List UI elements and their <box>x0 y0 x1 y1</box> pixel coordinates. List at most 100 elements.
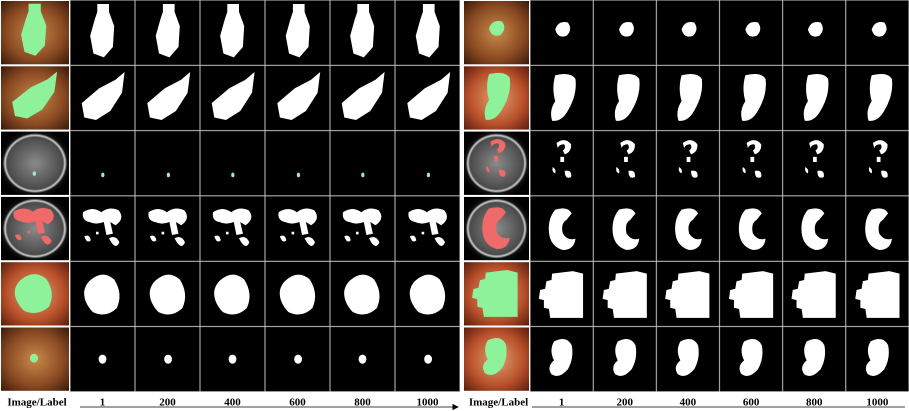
mask-cell <box>531 66 593 130</box>
mask <box>297 173 300 178</box>
mask-cell <box>201 131 265 195</box>
mask-cell <box>71 327 135 391</box>
mask-cell <box>331 262 395 326</box>
mask-cell <box>720 1 782 65</box>
mask-background <box>71 131 135 195</box>
column-header: Image/Label <box>7 397 66 409</box>
mask-cell <box>331 196 395 260</box>
mask <box>99 355 107 364</box>
mask <box>164 355 172 364</box>
mask-cell <box>201 66 265 130</box>
image-cell <box>1 66 69 129</box>
mask-cell <box>396 327 460 391</box>
mask-cell <box>71 262 135 326</box>
mask-cell <box>783 1 845 65</box>
mask-cell <box>657 262 719 326</box>
mask-cell <box>846 262 908 326</box>
column-label: 1 <box>559 397 565 409</box>
mask-background <box>136 196 200 260</box>
mask-cell <box>396 131 460 195</box>
mask-cell <box>720 131 782 195</box>
image-cell <box>464 1 529 64</box>
image-cell <box>1 132 69 195</box>
mask-cell <box>136 131 200 195</box>
mask-cell <box>396 66 460 130</box>
label-overlay <box>30 354 38 363</box>
mask-cell <box>136 196 200 260</box>
mask-cell <box>201 262 265 326</box>
mask <box>361 173 364 178</box>
mask <box>294 355 302 364</box>
mask-cell <box>331 1 395 65</box>
mask-cell <box>846 196 908 260</box>
column-label: 800 <box>806 397 823 409</box>
mask-background <box>396 131 460 195</box>
mask-cell <box>846 327 908 391</box>
mask-cell <box>594 131 656 195</box>
mask-cell <box>136 262 200 326</box>
mask-cell <box>720 262 782 326</box>
mask <box>101 173 104 178</box>
column-label: 400 <box>224 397 241 409</box>
mask-cell <box>531 131 593 195</box>
image-cell <box>1 262 69 325</box>
mask <box>424 355 432 364</box>
figure: Image/Label12004006008001000Image/Label1… <box>0 0 909 411</box>
mask-cell <box>266 1 330 65</box>
mask-cell <box>846 66 908 130</box>
mask-cell <box>720 196 782 260</box>
image-cell <box>1 1 69 64</box>
mask-cell <box>783 131 845 195</box>
mask-cell <box>783 66 845 130</box>
mask-cell <box>594 327 656 391</box>
mask-background <box>396 196 460 260</box>
mask-cell <box>396 1 460 65</box>
mask-cell <box>531 327 593 391</box>
mask-cell <box>594 196 656 260</box>
column-label: 200 <box>617 397 634 409</box>
column-label: 1000 <box>866 397 889 409</box>
mask-cell <box>331 327 395 391</box>
mask <box>229 355 237 364</box>
column-label: 400 <box>680 397 697 409</box>
mask-cell <box>331 131 395 195</box>
mask-cell <box>201 327 265 391</box>
mask-background <box>71 196 135 260</box>
mask-cell <box>71 66 135 130</box>
mask-background <box>266 196 330 260</box>
mask-cell <box>594 262 656 326</box>
mask-cell <box>396 196 460 260</box>
mask-cell <box>657 327 719 391</box>
mask-cell <box>71 1 135 65</box>
mask-background <box>136 131 200 195</box>
mask-cell <box>594 1 656 65</box>
mask-cell <box>846 131 908 195</box>
image-cell <box>464 132 529 195</box>
column-label: 1 <box>100 397 106 409</box>
mask-cell <box>136 1 200 65</box>
mask-cell <box>846 1 908 65</box>
mask-cell <box>783 196 845 260</box>
mask <box>359 355 367 364</box>
mask-cell <box>266 196 330 260</box>
mask-cell <box>531 196 593 260</box>
mask-background <box>331 196 395 260</box>
mask-cell <box>71 196 135 260</box>
image-background <box>1 197 69 260</box>
column-label: 600 <box>743 397 760 409</box>
image-background <box>1 132 69 195</box>
mask-cell <box>657 66 719 130</box>
label-overlay <box>33 171 36 175</box>
mask-background <box>201 196 265 260</box>
image-cell <box>1 328 69 391</box>
mask-cell <box>266 327 330 391</box>
image-cell <box>464 328 529 391</box>
column-label: 800 <box>354 397 371 409</box>
mask-cell <box>71 131 135 195</box>
mask-background <box>331 131 395 195</box>
mask-cell <box>531 262 593 326</box>
mask-cell <box>657 1 719 65</box>
mask-background <box>201 131 265 195</box>
mask-cell <box>531 1 593 65</box>
column-label: 200 <box>159 397 176 409</box>
